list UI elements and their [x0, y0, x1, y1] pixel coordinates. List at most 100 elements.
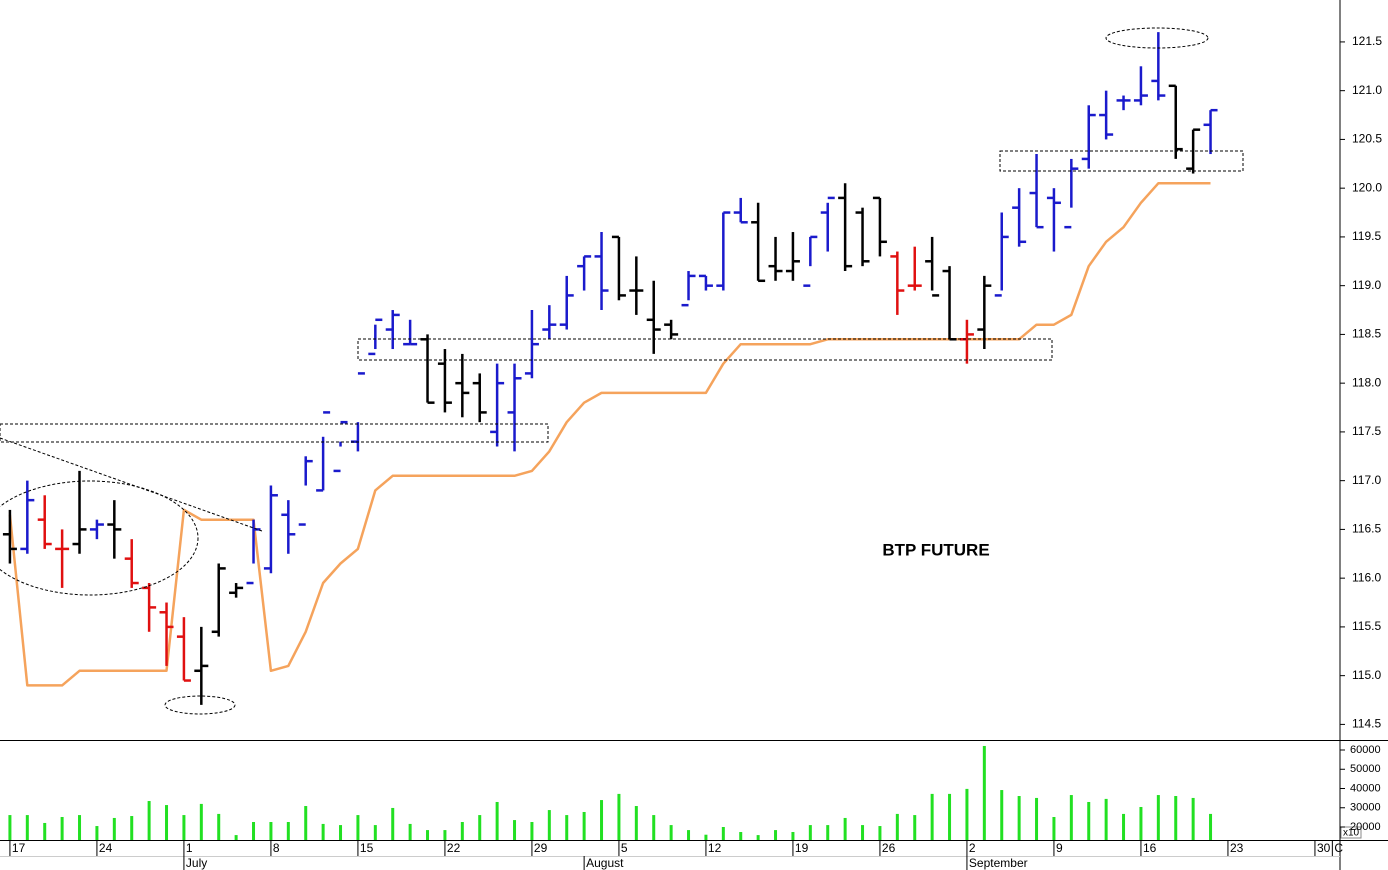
y-tick-label: 60000 [1350, 744, 1381, 756]
y-tick-label: 117.5 [1352, 424, 1381, 438]
y-tick-label: 20000 [1350, 821, 1381, 833]
volume-bar [982, 745, 986, 840]
volume-bar [495, 801, 499, 840]
volume-bar [930, 793, 934, 840]
volume-bar [321, 823, 325, 840]
volume-bar [1017, 796, 1021, 840]
volume-bar [217, 813, 221, 840]
annotations [0, 27, 1244, 715]
y-tick-label: 30000 [1350, 802, 1381, 814]
volume-bar [600, 800, 604, 840]
volume-bar [617, 793, 621, 840]
volume-bar [1156, 795, 1160, 840]
volume-bar [460, 822, 464, 840]
y-tick-label: 116.5 [1352, 522, 1381, 536]
volume-bar [1000, 790, 1004, 840]
volume-bar [791, 832, 795, 840]
x-tick-label: 29 [534, 841, 548, 855]
month-label: July [186, 856, 207, 870]
support-box [357, 338, 1053, 361]
x-tick-label: 19 [795, 841, 809, 855]
y-tick-label: 115.0 [1352, 668, 1381, 682]
volume-bar [199, 803, 203, 840]
x-tick-label: 26 [882, 841, 896, 855]
volume-bar [130, 816, 134, 840]
y-tick-label: 121.5 [1352, 34, 1382, 48]
x-tick-label: 17 [12, 841, 26, 855]
x-tick-label: 15 [360, 841, 374, 855]
volume-bar [1122, 813, 1126, 840]
month-label: September [969, 856, 1028, 870]
volume-bar [252, 822, 256, 840]
volume-bar [948, 793, 952, 840]
volume-bar [843, 817, 847, 840]
y-tick-label: 114.5 [1352, 717, 1381, 731]
y-tick-label: 121.0 [1352, 83, 1382, 97]
x-tick-label: 9 [1056, 841, 1063, 855]
volume-bar [1139, 806, 1143, 840]
volume-bar [1104, 798, 1108, 840]
volume-bar [234, 835, 238, 840]
y-tick-label: 120.0 [1352, 180, 1382, 194]
x-tick-label: C [1334, 841, 1343, 855]
x-tick-label: 8 [273, 841, 280, 855]
y-tick-label: 119.5 [1352, 229, 1381, 243]
annotation: BTP FUTURE [882, 540, 989, 559]
volume-bar [652, 815, 656, 840]
volume-bar [8, 815, 12, 840]
volume-bar [965, 788, 969, 840]
unit-label: x10 [1343, 828, 1360, 839]
volume-bar [669, 825, 673, 840]
y-tick-label: 120.5 [1352, 132, 1382, 146]
volume-bar [913, 815, 917, 840]
volume-bar [408, 823, 412, 840]
volume-bar [112, 817, 116, 840]
volume-bar [1035, 797, 1039, 840]
low-ellipse [164, 695, 236, 715]
volume-bar [721, 827, 725, 840]
volume-bar [25, 815, 29, 840]
y-tick-label: 118.0 [1352, 375, 1381, 389]
volume-bar [78, 815, 82, 840]
volume-bar [1209, 813, 1213, 840]
trend-line [0, 437, 263, 532]
volume-bar [1052, 816, 1056, 840]
resistance-box [0, 423, 549, 443]
x-tick-label: 30 [1317, 841, 1331, 855]
volume-bar [582, 811, 586, 840]
volume-bar [373, 825, 377, 840]
support-box [999, 150, 1244, 172]
y-tick-label: 119.0 [1352, 278, 1381, 292]
volume-bar [165, 805, 169, 840]
volume-bar [43, 822, 47, 840]
high-ellipse [1105, 27, 1209, 49]
volume-bar [1069, 795, 1073, 840]
pattern-ellipse [0, 480, 199, 596]
y-tick-label: 117.0 [1352, 473, 1381, 487]
y-tick-label: 115.5 [1352, 619, 1381, 633]
volume-bar [304, 806, 308, 840]
volume-bar [530, 822, 534, 840]
volume-bar [60, 816, 64, 840]
volume-bar [1087, 801, 1091, 840]
x-tick-label: 1 [186, 841, 193, 855]
volume-bar [547, 810, 551, 840]
volume-bar [513, 820, 517, 840]
volume-bar [808, 825, 812, 840]
x-tick-label: 23 [1230, 841, 1244, 855]
y-tick-label: 40000 [1350, 782, 1381, 794]
volume-bar [426, 830, 430, 840]
x-tick-label: 16 [1143, 841, 1157, 855]
volume-bar [826, 825, 830, 840]
volume-bar [895, 813, 899, 840]
volume-bar [704, 834, 708, 840]
volume-bar [739, 832, 743, 840]
volume-bar [634, 806, 638, 840]
x-tick-label: 22 [447, 841, 461, 855]
volume-bar [774, 830, 778, 840]
volume-bar [269, 822, 273, 840]
volume-bar [356, 815, 360, 840]
y-tick-label: 50000 [1350, 763, 1381, 775]
month-label: August [586, 856, 624, 870]
